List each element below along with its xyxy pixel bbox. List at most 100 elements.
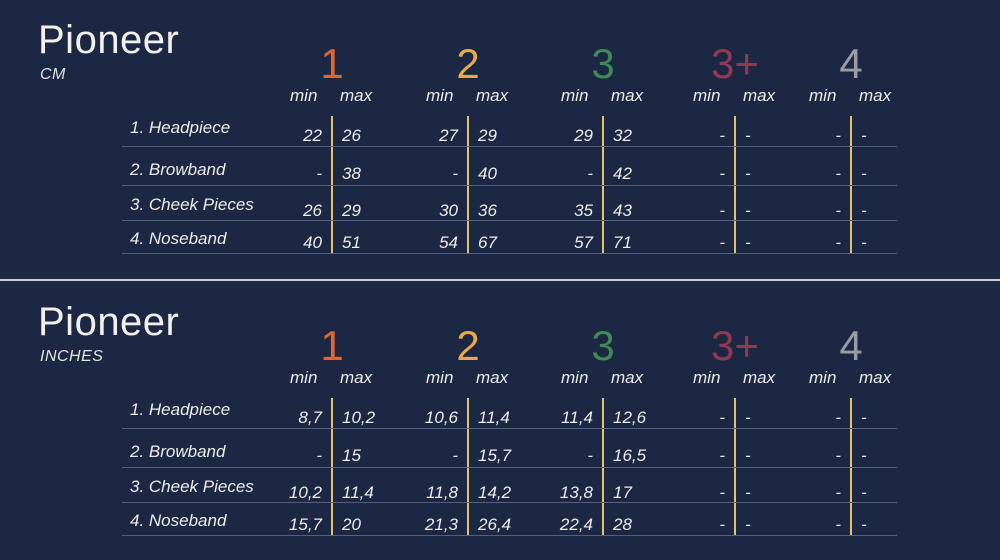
max-value: - [745, 483, 751, 502]
min-header: min [426, 86, 454, 105]
min-value: 30 [439, 201, 458, 220]
max-value: 43 [613, 201, 632, 220]
panel-title: Pioneer [38, 18, 180, 62]
row-label: 2. Browband [130, 442, 226, 461]
row-separator [122, 535, 897, 536]
max-header: max [859, 368, 892, 387]
inches-panel: Pioneer INCHES 1 min max 2 min max 3 min max 3+ min m… [0, 282, 1000, 560]
max-value: 16,5 [613, 446, 647, 465]
cm-panel: Pioneer CM 1 min max 2 min max 3 min max 3+ min max 4 m… [0, 0, 1000, 278]
min-value: 10,2 [288, 483, 322, 502]
max-value: - [745, 201, 751, 220]
min-value: 11,4 [561, 408, 593, 427]
max-value: 51 [342, 233, 361, 252]
min-value: 35 [574, 201, 593, 220]
min-value: - [719, 446, 725, 465]
max-value: 40 [478, 164, 497, 183]
min-value: - [719, 233, 725, 252]
row-label: 3. Cheek Pieces [130, 195, 254, 214]
max-value: - [861, 408, 867, 427]
min-value: - [719, 408, 725, 427]
max-value: 67 [478, 233, 497, 252]
unit-label: INCHES [40, 348, 104, 365]
min-value: 11,8 [426, 483, 458, 502]
min-value: 22 [303, 126, 322, 145]
min-value: - [587, 164, 593, 183]
max-header: max [476, 368, 509, 387]
min-value: - [835, 164, 841, 183]
row-separator [122, 428, 897, 429]
min-header: min [809, 368, 837, 387]
min-value: 15,7 [288, 515, 322, 534]
size-heading-3: 3 [591, 40, 615, 87]
size-heading-1: 1 [320, 40, 344, 87]
max-header: max [340, 368, 373, 387]
min-value: - [316, 446, 322, 465]
max-value: 29 [478, 126, 497, 145]
min-value: - [719, 164, 725, 183]
max-value: 71 [613, 233, 632, 252]
min-value: - [719, 515, 725, 534]
min-value: 26 [303, 201, 322, 220]
max-value: 26,4 [478, 515, 512, 534]
max-value: - [745, 515, 751, 534]
min-value: - [835, 233, 841, 252]
min-value: - [452, 164, 458, 183]
max-value: - [861, 233, 867, 252]
min-value: - [835, 126, 841, 145]
min-value: 57 [574, 233, 593, 252]
max-value: 26 [342, 126, 361, 145]
max-value: 10,2 [342, 408, 376, 427]
unit-label: CM [40, 66, 66, 83]
max-value: 17 [613, 483, 632, 502]
min-header: min [290, 368, 318, 387]
max-value: 11,4 [342, 483, 374, 502]
min-value: - [719, 483, 725, 502]
min-header: min [290, 86, 318, 105]
size-heading-4: 4 [839, 40, 863, 87]
max-value: 29 [342, 201, 361, 220]
max-value: - [745, 408, 751, 427]
max-value: - [745, 446, 751, 465]
min-value: - [835, 515, 841, 534]
min-value: - [719, 201, 725, 220]
min-value: - [316, 164, 322, 183]
max-header: max [340, 86, 373, 105]
min-value: 54 [439, 233, 458, 252]
max-value: 12,6 [613, 408, 647, 427]
min-header: min [809, 86, 837, 105]
max-value: - [861, 164, 867, 183]
row-separator [122, 253, 897, 254]
row-label: 1. Headpiece [130, 400, 231, 419]
max-value: - [861, 126, 867, 145]
min-value: 13,8 [559, 483, 593, 502]
max-value: 32 [613, 126, 632, 145]
max-value: 36 [478, 201, 497, 220]
min-value: 8,7 [298, 408, 322, 427]
min-value: 22,4 [559, 515, 593, 534]
max-header: max [743, 368, 776, 387]
size-heading-3plus: 3+ [711, 40, 759, 87]
max-value: 20 [342, 515, 361, 534]
min-value: 27 [439, 126, 458, 145]
max-header: max [611, 86, 644, 105]
max-value: 11,4 [478, 408, 510, 427]
max-value: - [861, 201, 867, 220]
min-value: 10,6 [424, 408, 458, 427]
size-heading-4: 4 [839, 322, 863, 369]
row-label: 2. Browband [130, 160, 226, 179]
min-header: min [693, 86, 721, 105]
row-label: 1. Headpiece [130, 118, 231, 137]
max-value: - [861, 446, 867, 465]
size-heading-2: 2 [456, 40, 480, 87]
row-separator [122, 185, 897, 186]
min-header: min [561, 86, 589, 105]
max-value: - [745, 164, 751, 183]
size-heading-1: 1 [320, 322, 344, 369]
min-value: - [587, 446, 593, 465]
size-heading-3: 3 [591, 322, 615, 369]
max-header: max [743, 86, 776, 105]
min-value: - [835, 483, 841, 502]
size-heading-3plus: 3+ [711, 322, 759, 369]
size-heading-2: 2 [456, 322, 480, 369]
